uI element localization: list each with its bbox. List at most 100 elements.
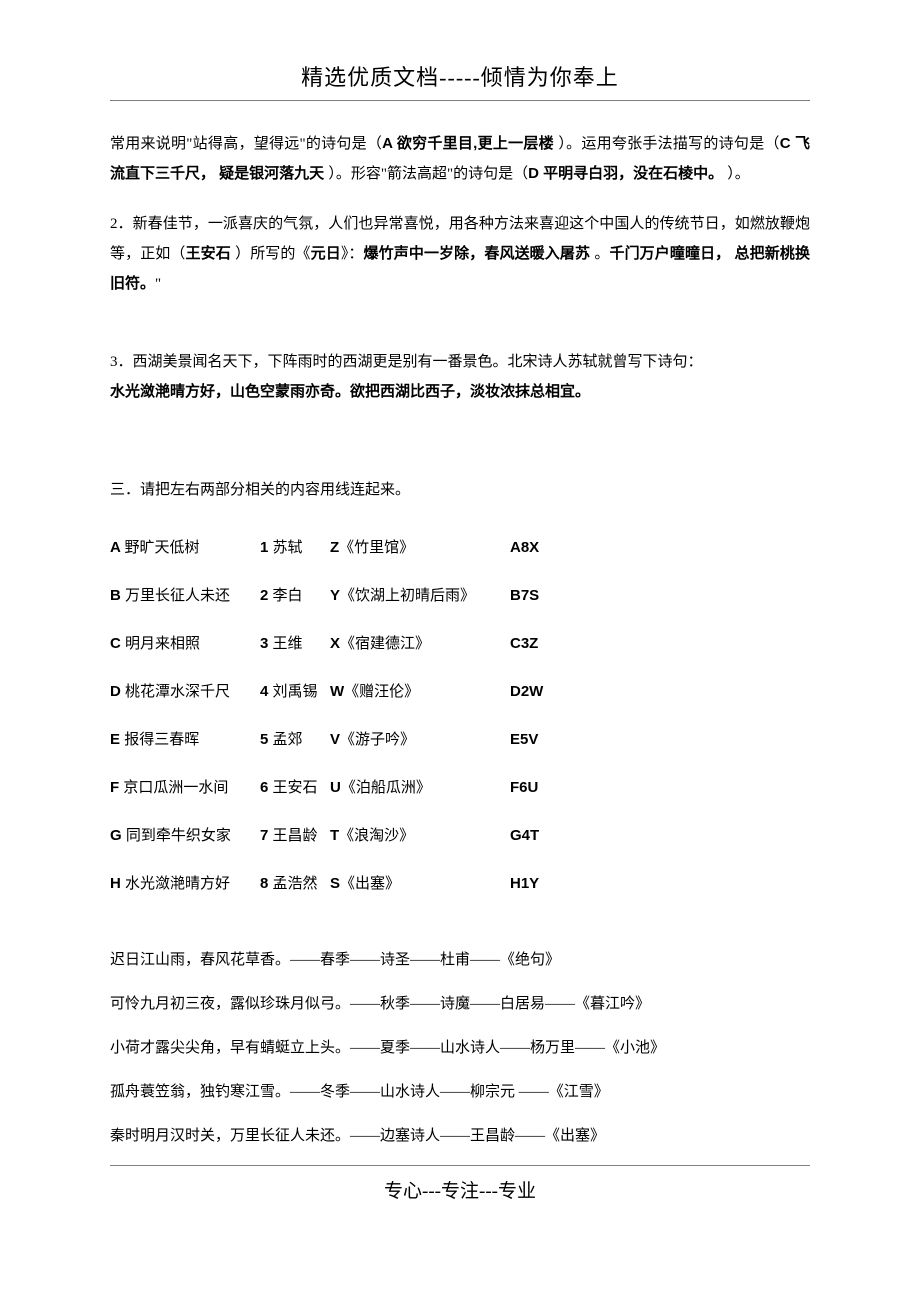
col-a-label: B bbox=[110, 587, 125, 604]
q3-pre: 3．西湖美景闻名天下，下阵雨时的西湖更是别有一番景色。北宋诗人苏轼就曾写下诗句： bbox=[110, 354, 703, 370]
col-b-text: 王安石 bbox=[273, 780, 318, 796]
col-a-label: G bbox=[110, 827, 126, 844]
col-c-text: 《浪淘沙》 bbox=[339, 828, 414, 844]
col-b-text: 王昌龄 bbox=[273, 828, 318, 844]
spacer bbox=[110, 917, 810, 945]
col-b-text: 苏轼 bbox=[273, 540, 303, 556]
q1-ans1: 欲穷千里目,更上一层楼 bbox=[397, 135, 558, 152]
matching-table: A 野旷天低树 1 苏轼 Z《竹里馆》 A8X B 万里长征人未还 2 李白 Y《饮湖上初晴… bbox=[110, 533, 810, 899]
q1-ans3: 平明寻白羽，没在石棱中。 bbox=[543, 165, 727, 182]
col-c-label: W bbox=[330, 683, 344, 700]
col-a-text: 桃花潭水深千尺 bbox=[125, 684, 230, 700]
document-page: 精选优质文档-----倾情为你奉上 常用来说明"站得高，望得远"的诗句是（A 欲… bbox=[0, 0, 920, 1243]
match-row: C 明月来相照 3 王维 X《宿建德江》 C3Z bbox=[110, 629, 810, 659]
col-c-label: X bbox=[330, 635, 340, 652]
col-b-text: 孟浩然 bbox=[273, 876, 318, 892]
q2-line1: 爆竹声中一岁除，春风送暖入屠苏 bbox=[364, 245, 595, 262]
association-line: 迟日江山雨，春风花草香。——春季——诗圣——杜甫——《绝句》 bbox=[110, 945, 810, 975]
page-footer: 专心---专注---专业 bbox=[110, 1176, 810, 1203]
col-a-text: 京口瓜洲一水间 bbox=[123, 780, 228, 796]
col-b-label: 8 bbox=[260, 875, 273, 892]
col-b-text: 孟郊 bbox=[273, 732, 303, 748]
col-c-text: 《竹里馆》 bbox=[339, 540, 414, 556]
match-row: E 报得三春晖 5 孟郊 V《游子吟》 E5V bbox=[110, 725, 810, 755]
col-c-label: T bbox=[330, 827, 339, 844]
col-c-text: 《宿建德江》 bbox=[340, 636, 430, 652]
question-2: 2．新春佳节，一派喜庆的气氛，人们也异常喜悦，用各种方法来喜迎这个中国人的传统节… bbox=[110, 209, 810, 299]
match-row: B 万里长征人未还 2 李白 Y《饮湖上初晴后雨》 B7S bbox=[110, 581, 810, 611]
q2-title: 元日 bbox=[311, 245, 341, 262]
col-d-answer: G4T bbox=[510, 821, 610, 851]
match-row: A 野旷天低树 1 苏轼 Z《竹里馆》 A8X bbox=[110, 533, 810, 563]
col-b-label: 5 bbox=[260, 731, 273, 748]
q1-ans1-label: A bbox=[382, 135, 397, 152]
match-row: H 水光潋滟晴方好 8 孟浩然 S《出塞》 H1Y bbox=[110, 869, 810, 899]
col-b-label: 7 bbox=[260, 827, 273, 844]
col-a-text: 明月来相照 bbox=[125, 636, 200, 652]
col-c-label: S bbox=[330, 875, 340, 892]
association-list: 迟日江山雨，春风花草香。——春季——诗圣——杜甫——《绝句》可怜九月初三夜，露似… bbox=[110, 945, 810, 1151]
col-a-text: 报得三春晖 bbox=[124, 732, 199, 748]
q2-mid: ）所写的《 bbox=[235, 246, 311, 262]
q1-post1: ）。运用夸张手法描写的诗句是（ bbox=[558, 136, 779, 152]
col-b-label: 6 bbox=[260, 779, 273, 796]
footer-rule bbox=[110, 1165, 810, 1166]
col-b-label: 4 bbox=[260, 683, 273, 700]
col-b-text: 李白 bbox=[273, 588, 303, 604]
association-line: 孤舟蓑笠翁，独钓寒江雪。——冬季——山水诗人——柳宗元 ——《江雪》 bbox=[110, 1077, 810, 1107]
header-rule bbox=[110, 100, 810, 101]
question-1: 常用来说明"站得高，望得远"的诗句是（A 欲穷千里目,更上一层楼 ）。运用夸张手… bbox=[110, 129, 810, 189]
match-row: F 京口瓜洲一水间 6 王安石 U《泊船瓜洲》 F6U bbox=[110, 773, 810, 803]
col-c-label: V bbox=[330, 731, 340, 748]
col-d-answer: F6U bbox=[510, 773, 610, 803]
col-a-label: A bbox=[110, 539, 124, 556]
col-d-answer: D2W bbox=[510, 677, 610, 707]
col-b-text: 王维 bbox=[273, 636, 303, 652]
col-a-label: C bbox=[110, 635, 125, 652]
col-c-label: Z bbox=[330, 539, 339, 556]
col-c-text: 《饮湖上初晴后雨》 bbox=[340, 588, 475, 604]
col-c-label: U bbox=[330, 779, 341, 796]
association-line: 可怜九月初三夜，露似珍珠月似弓。——秋季——诗魔——白居易——《暮江吟》 bbox=[110, 989, 810, 1019]
page-header: 精选优质文档-----倾情为你奉上 bbox=[110, 60, 810, 92]
col-a-text: 同到牵牛织女家 bbox=[126, 828, 231, 844]
spacer bbox=[110, 427, 810, 475]
col-d-answer: A8X bbox=[510, 533, 610, 563]
match-row: D 桃花潭水深千尺 4 刘禹锡 W《赠汪伦》 D2W bbox=[110, 677, 810, 707]
q1-pre1: 常用来说明"站得高，望得远"的诗句是（ bbox=[110, 136, 382, 152]
col-b-label: 3 bbox=[260, 635, 273, 652]
q2-mid2: 》： bbox=[341, 246, 364, 262]
col-d-answer: C3Z bbox=[510, 629, 610, 659]
col-a-label: F bbox=[110, 779, 123, 796]
col-a-text: 野旷天低树 bbox=[124, 540, 199, 556]
col-a-label: D bbox=[110, 683, 125, 700]
col-c-text: 《泊船瓜洲》 bbox=[341, 780, 431, 796]
association-line: 秦时明月汉时关，万里长征人未还。——边塞诗人——王昌龄——《出塞》 bbox=[110, 1121, 810, 1151]
match-row: G 同到牵牛织女家 7 王昌龄 T《浪淘沙》 G4T bbox=[110, 821, 810, 851]
col-d-answer: E5V bbox=[510, 725, 610, 755]
col-a-text: 万里长征人未还 bbox=[125, 588, 230, 604]
col-a-label: H bbox=[110, 875, 125, 892]
col-c-label: Y bbox=[330, 587, 340, 604]
q2-author: 王安石 bbox=[186, 245, 236, 262]
col-c-text: 《赠汪伦》 bbox=[344, 684, 419, 700]
col-b-label: 2 bbox=[260, 587, 273, 604]
q2-end: " bbox=[155, 276, 161, 292]
col-d-answer: H1Y bbox=[510, 869, 610, 899]
spacer bbox=[110, 319, 810, 347]
col-c-text: 《出塞》 bbox=[340, 876, 400, 892]
q1-post2: ）。形容"箭法高超"的诗句是（ bbox=[328, 166, 528, 182]
q1-post3: ）。 bbox=[727, 166, 750, 182]
q3-lines: 水光潋滟晴方好，山色空蒙雨亦奇。欲把西湖比西子，淡妆浓抹总相宜。 bbox=[110, 383, 590, 400]
q1-ans2-label: C bbox=[780, 135, 795, 152]
col-d-answer: B7S bbox=[510, 581, 610, 611]
col-b-text: 刘禹锡 bbox=[273, 684, 318, 700]
question-3: 3．西湖美景闻名天下，下阵雨时的西湖更是别有一番景色。北宋诗人苏轼就曾写下诗句：… bbox=[110, 347, 810, 407]
q1-ans3-label: D bbox=[528, 165, 543, 182]
col-c-text: 《游子吟》 bbox=[340, 732, 415, 748]
association-line: 小荷才露尖尖角，早有蜻蜓立上头。——夏季——山水诗人——杨万里——《小池》 bbox=[110, 1033, 810, 1063]
col-a-text: 水光潋滟晴方好 bbox=[125, 876, 230, 892]
section-3-title: 三．请把左右两部分相关的内容用线连起来。 bbox=[110, 475, 810, 505]
col-a-label: E bbox=[110, 731, 124, 748]
col-b-label: 1 bbox=[260, 539, 273, 556]
